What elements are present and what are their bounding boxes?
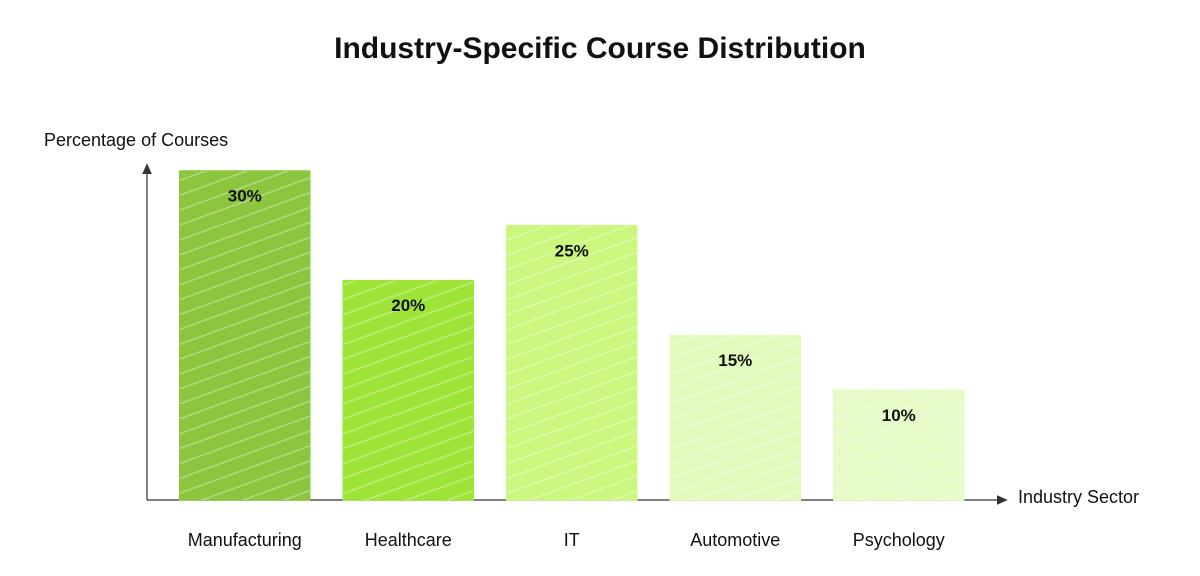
- y-axis-label: Percentage of Courses: [44, 130, 228, 150]
- x-axis-label: Industry Sector: [1018, 487, 1139, 507]
- bar: [506, 225, 638, 501]
- value-label: 15%: [718, 351, 752, 370]
- x-tick-label: Psychology: [853, 530, 945, 550]
- value-label: 25%: [555, 241, 589, 260]
- x-tick-label: Healthcare: [365, 530, 452, 550]
- x-tick-label: Automotive: [690, 530, 780, 550]
- value-label: 20%: [391, 296, 425, 315]
- x-tick-label: IT: [564, 530, 580, 550]
- value-label: 30%: [228, 186, 262, 205]
- chart-title: Industry-Specific Course Distribution: [334, 32, 866, 65]
- value-label: 10%: [882, 406, 916, 425]
- x-tick-label: Manufacturing: [188, 530, 302, 550]
- bar: [179, 170, 311, 501]
